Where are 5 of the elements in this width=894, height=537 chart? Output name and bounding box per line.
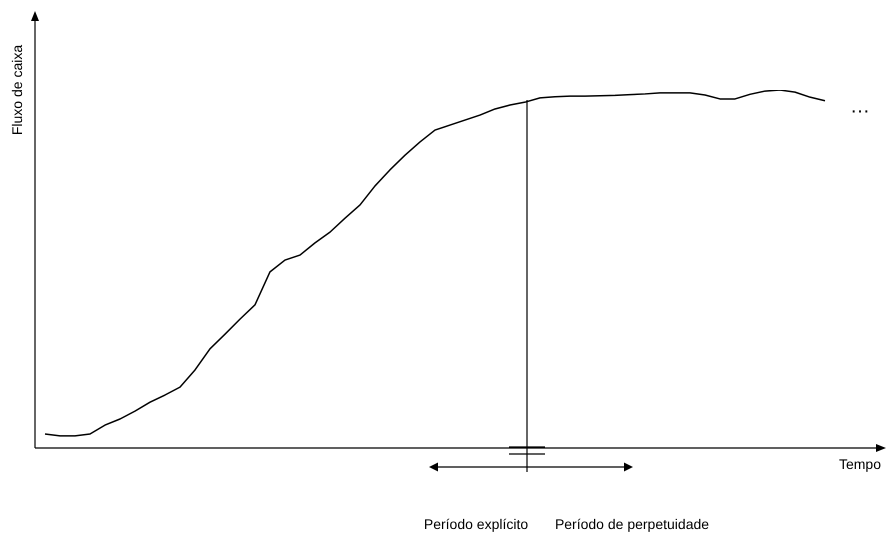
text: Período explícito bbox=[424, 516, 528, 532]
text: … bbox=[850, 96, 870, 118]
y-axis-title: Fluxo de caixa bbox=[8, 44, 25, 136]
text: Período de perpetuidade bbox=[554, 516, 710, 532]
x-axis-title: Tempo bbox=[838, 456, 882, 472]
